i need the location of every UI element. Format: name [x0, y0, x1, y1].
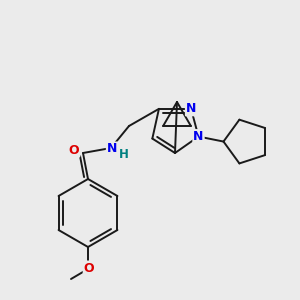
Text: N: N: [193, 130, 204, 143]
Text: H: H: [119, 148, 129, 161]
Text: O: O: [84, 262, 94, 275]
Text: O: O: [69, 143, 79, 157]
Text: N: N: [107, 142, 117, 155]
Text: N: N: [186, 102, 196, 115]
